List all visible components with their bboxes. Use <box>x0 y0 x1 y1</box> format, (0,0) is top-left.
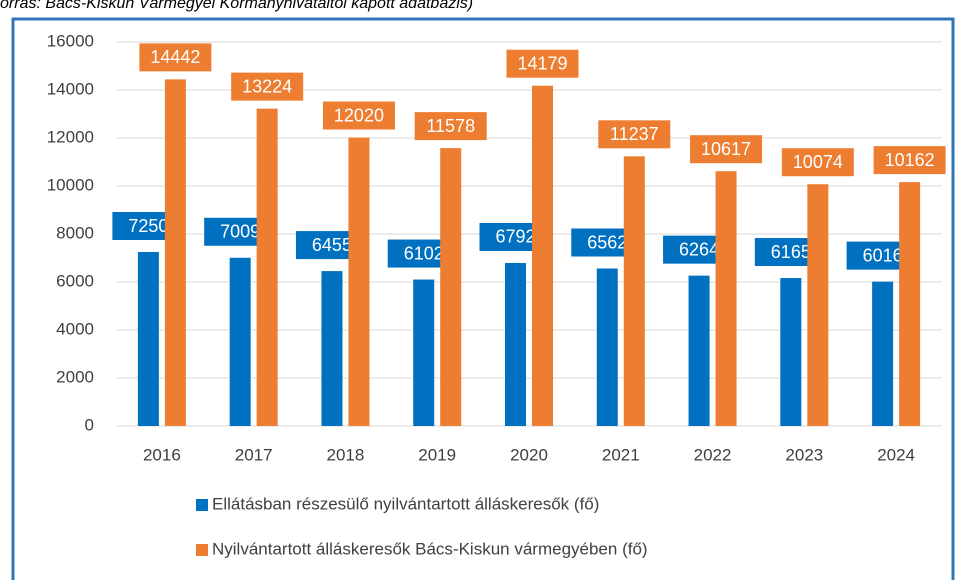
value-label-box <box>598 120 671 149</box>
bar <box>780 278 802 426</box>
bar <box>505 262 526 426</box>
value-label: 7009 <box>220 222 260 242</box>
bar <box>164 79 186 426</box>
y-tick-label: 2000 <box>56 367 94 386</box>
x-tick-label: 2019 <box>418 445 456 464</box>
x-tick-label: 2016 <box>143 445 181 464</box>
bar <box>413 279 435 426</box>
frame <box>11 17 955 580</box>
x-tick-label: 2018 <box>327 445 365 464</box>
legend-marker <box>196 544 208 556</box>
y-tick-label: 8000 <box>56 223 94 242</box>
value-label-box <box>322 101 395 130</box>
value-label-box <box>506 49 579 78</box>
y-tick-label: 0 <box>85 415 94 434</box>
value-label: 11578 <box>426 116 475 136</box>
value-label: 11237 <box>610 124 659 144</box>
value-label: 12020 <box>334 105 384 125</box>
bar <box>137 252 159 426</box>
y-tick-label: 16000 <box>47 31 94 50</box>
legend-label: Nyilvántartott álláskeresők Bács-Kiskun … <box>212 539 648 558</box>
bar <box>872 281 894 426</box>
legend-label: Ellátásban részesülő nyilvántartott állá… <box>212 494 599 513</box>
x-tick-label: 2022 <box>694 445 732 464</box>
x-tick-label: 2024 <box>877 445 915 464</box>
value-label: 10617 <box>701 139 751 159</box>
value-label: 10074 <box>793 152 843 172</box>
value-label: 6455 <box>312 235 352 255</box>
value-label: 10162 <box>885 150 935 170</box>
y-tick-label: 14000 <box>47 79 94 98</box>
bar <box>440 148 462 427</box>
x-tick-label: 2021 <box>602 445 640 464</box>
value-label-box <box>139 43 212 72</box>
bar <box>688 275 710 426</box>
bar <box>899 182 921 426</box>
bar <box>229 257 251 426</box>
y-tick-label: 4000 <box>56 319 94 338</box>
y-tick-label: 10000 <box>47 175 94 194</box>
y-tick-label: 12000 <box>47 127 94 146</box>
x-tick-label: 2017 <box>235 445 273 464</box>
value-label: 7250 <box>128 216 168 236</box>
bar <box>532 85 553 426</box>
bar <box>348 137 370 426</box>
bar <box>321 271 343 426</box>
x-tick-label: 2023 <box>785 445 823 464</box>
value-label: 6792 <box>495 227 535 247</box>
value-label-box <box>414 112 487 141</box>
legend-marker <box>196 499 208 511</box>
value-label-box <box>690 135 763 164</box>
value-label: 13224 <box>242 76 292 96</box>
source-note: orrás: Bács-Kiskun Vármegyei Kormányhiva… <box>0 0 473 12</box>
value-label: 6102 <box>404 243 444 263</box>
value-label: 6264 <box>679 239 719 259</box>
bar <box>256 108 278 427</box>
value-label: 6165 <box>771 242 811 262</box>
value-label: 14179 <box>517 53 567 73</box>
value-label-box <box>231 72 304 101</box>
value-label: 14442 <box>150 47 200 67</box>
bar <box>715 171 737 426</box>
bar <box>623 156 645 426</box>
value-label: 6016 <box>863 245 903 265</box>
value-label: 6562 <box>587 232 627 252</box>
x-tick-label: 2020 <box>510 445 548 464</box>
value-label-box <box>781 148 854 177</box>
bar <box>596 268 618 426</box>
value-label-box <box>873 146 946 175</box>
y-tick-label: 6000 <box>56 271 94 290</box>
bar <box>807 184 829 426</box>
